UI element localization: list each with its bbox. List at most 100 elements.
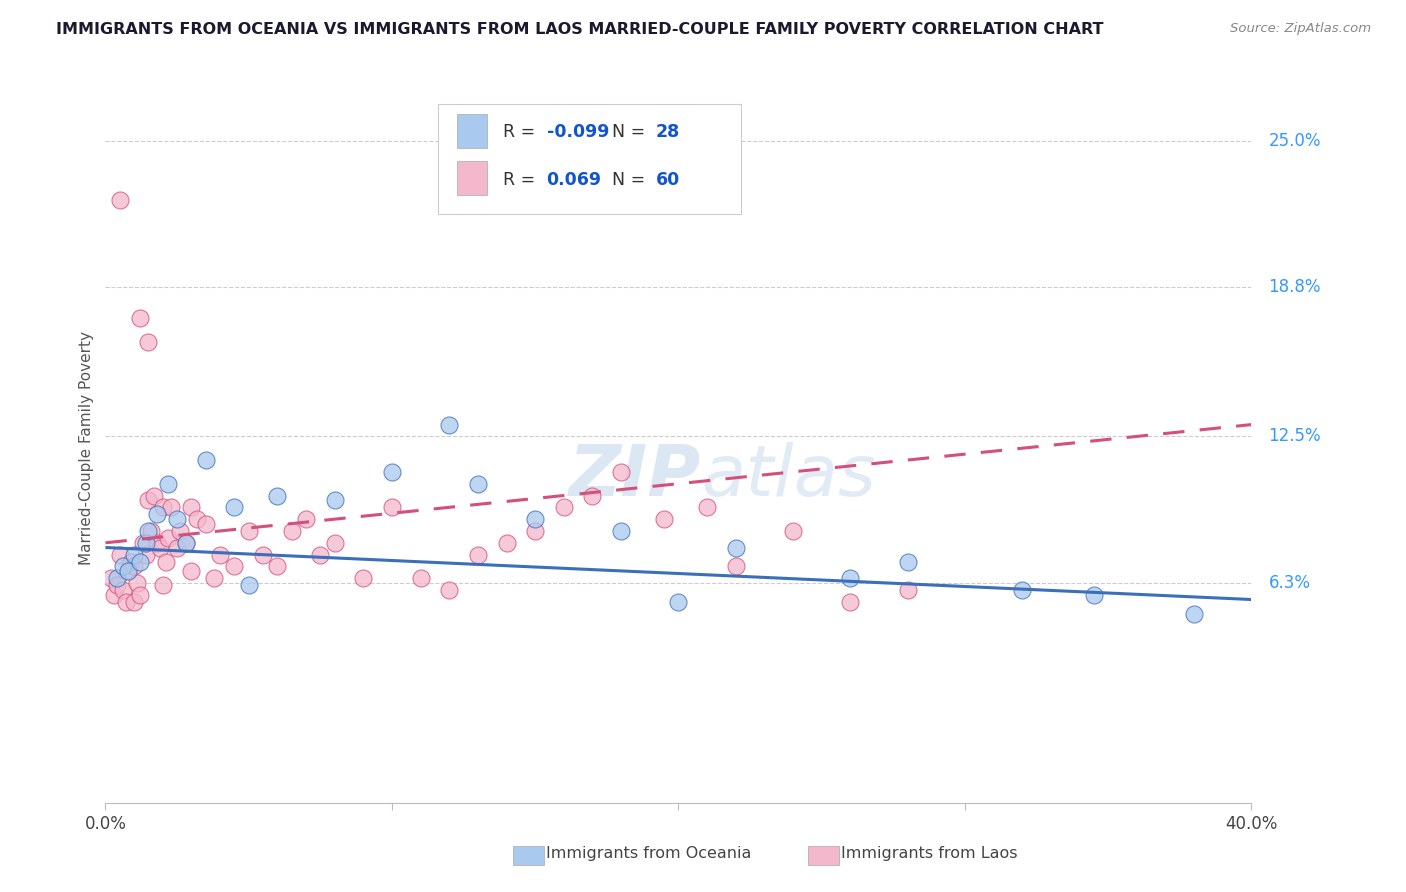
Point [309, 548, 332, 562]
Text: Immigrants from Oceania: Immigrants from Oceania [546, 847, 751, 861]
Point [208, 548, 231, 562]
Point [266, 559, 288, 574]
Point [138, 493, 160, 508]
Text: 60: 60 [655, 170, 679, 188]
Point [194, 453, 217, 467]
Point [323, 493, 346, 508]
Text: N =: N = [612, 123, 651, 141]
Point [1011, 583, 1033, 598]
Text: 25.0%: 25.0% [1268, 132, 1322, 150]
Point [180, 564, 202, 578]
Point [114, 595, 136, 609]
Point [467, 548, 489, 562]
Point [100, 571, 122, 585]
Text: 18.8%: 18.8% [1268, 278, 1322, 296]
Text: N =: N = [612, 170, 651, 188]
Text: R =: R = [503, 123, 541, 141]
Point [174, 535, 197, 549]
Text: IMMIGRANTS FROM OCEANIA VS IMMIGRANTS FROM LAOS MARRIED-COUPLE FAMILY POVERTY CO: IMMIGRANTS FROM OCEANIA VS IMMIGRANTS FR… [56, 22, 1104, 37]
Point [141, 524, 163, 538]
Text: 28: 28 [655, 123, 679, 141]
Point [252, 548, 274, 562]
Point [166, 541, 188, 555]
Text: Immigrants from Laos: Immigrants from Laos [841, 847, 1018, 861]
Text: -0.099: -0.099 [547, 123, 609, 141]
Point [146, 508, 169, 522]
Point [495, 535, 517, 549]
Point [782, 524, 804, 538]
Point [524, 524, 547, 538]
Point [108, 193, 131, 207]
Point [138, 334, 160, 349]
Point [553, 500, 575, 515]
Y-axis label: Married-Couple Family Poverty: Married-Couple Family Poverty [79, 331, 94, 566]
Point [724, 559, 747, 574]
Point [103, 588, 125, 602]
Point [105, 571, 128, 585]
Point [839, 595, 862, 609]
Point [152, 578, 174, 592]
Text: R =: R = [503, 170, 541, 188]
Point [238, 578, 260, 592]
Point [105, 578, 128, 592]
Point [155, 555, 177, 569]
Point [666, 595, 689, 609]
Point [125, 576, 148, 591]
Point [122, 548, 145, 562]
Point [524, 512, 547, 526]
Point [224, 559, 246, 574]
Point [122, 595, 145, 609]
Point [180, 500, 202, 515]
Point [724, 541, 747, 555]
Text: 12.5%: 12.5% [1268, 427, 1322, 445]
Text: 6.3%: 6.3% [1268, 574, 1310, 592]
Point [409, 571, 432, 585]
Point [166, 512, 188, 526]
Point [138, 524, 160, 538]
FancyBboxPatch shape [457, 161, 486, 195]
Point [169, 524, 191, 538]
Point [131, 535, 153, 549]
Point [266, 489, 288, 503]
Point [238, 524, 260, 538]
Point [381, 500, 404, 515]
Point [1182, 607, 1205, 621]
Point [120, 555, 142, 569]
Point [897, 555, 920, 569]
Point [111, 583, 134, 598]
Point [696, 500, 718, 515]
Point [111, 559, 134, 574]
Point [186, 512, 208, 526]
Point [157, 531, 180, 545]
Point [439, 417, 461, 432]
Point [146, 535, 169, 549]
Point [128, 588, 150, 602]
Point [381, 465, 404, 479]
Point [352, 571, 374, 585]
FancyBboxPatch shape [457, 114, 486, 148]
Text: 0.069: 0.069 [547, 170, 602, 188]
Point [610, 465, 633, 479]
Point [610, 524, 633, 538]
Point [117, 564, 139, 578]
Point [157, 476, 180, 491]
Point [152, 500, 174, 515]
Point [839, 571, 862, 585]
Point [581, 489, 603, 503]
Point [149, 541, 172, 555]
Point [280, 524, 302, 538]
Point [122, 559, 145, 574]
Point [174, 535, 197, 549]
Point [295, 512, 318, 526]
Text: atlas: atlas [702, 442, 876, 511]
Point [128, 555, 150, 569]
Point [135, 548, 157, 562]
Point [439, 583, 461, 598]
Point [128, 311, 150, 326]
Point [224, 500, 246, 515]
Text: Source: ZipAtlas.com: Source: ZipAtlas.com [1230, 22, 1371, 36]
Point [1083, 588, 1105, 602]
Point [108, 548, 131, 562]
Point [117, 564, 139, 578]
Point [143, 489, 166, 503]
